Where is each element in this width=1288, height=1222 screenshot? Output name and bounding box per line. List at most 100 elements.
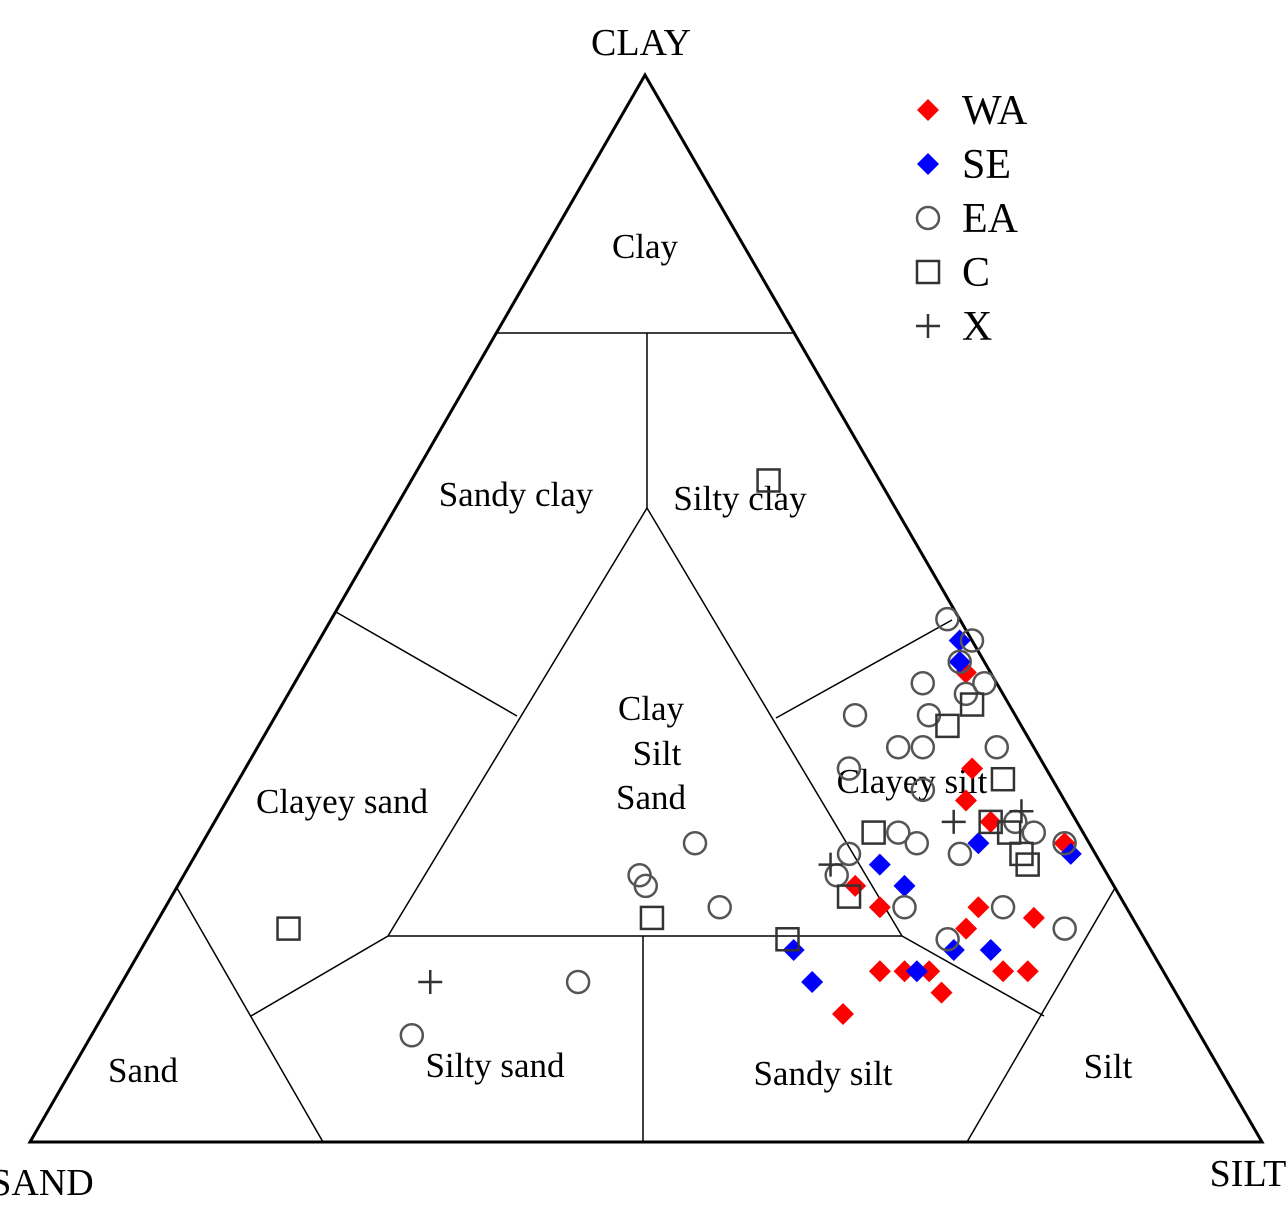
data-point-ea [910,670,936,696]
data-point-wa [893,960,916,983]
legend-label-ea: EA [962,196,1019,242]
data-points [276,468,1082,1048]
region-label-silty-sand: Silty sand [425,1046,565,1085]
data-point-c [756,468,781,493]
data-point-se [801,970,824,993]
data-point-wa [979,810,1002,833]
region-label-css-line1: Clay [618,689,685,728]
data-point-wa [832,1002,854,1025]
legend-marker-wa [917,99,939,121]
region-labels: Clay Sandy clay Silty clay Clayey sand C… [108,227,1133,1093]
data-point-ea [1021,820,1047,845]
legend-label-wa: WA [962,88,1028,134]
data-point-c [276,916,301,941]
legend: WA SE EA CX [915,88,1028,350]
legend-marker-x [916,314,940,338]
data-point-wa [967,896,990,919]
data-point-c [639,905,665,931]
data-point-se [942,938,965,961]
data-point-ea [842,702,868,728]
data-point-x [418,969,443,994]
data-point-wa [918,960,941,983]
data-point-se [948,650,971,673]
data-point-x [818,852,843,877]
data-point-wa [955,917,978,940]
chart-structure [27,71,1265,1144]
data-point-c [836,884,862,909]
sand-region-right-edge [176,887,324,1143]
data-point-ea [910,734,936,760]
data-point-c [1015,852,1040,877]
data-point-ea [990,895,1016,920]
data-point-c [990,766,1016,792]
data-point-c [959,692,985,717]
data-point-se [905,960,928,983]
data-point-se [979,938,1002,961]
data-point-ea [1052,830,1077,856]
legend-marker-c [915,259,941,285]
region-label-css-line2: Silt [633,734,682,773]
region-label-sandy-clay: Sandy clay [439,475,594,514]
data-point-ea [904,830,930,856]
data-point-ea [1052,916,1077,941]
data-point-ea [682,830,708,856]
data-point-se [967,832,990,855]
vertex-labels: CLAY SAND SILT [0,22,1286,1204]
data-point-se [1059,842,1082,865]
data-point-c [935,713,960,739]
region-label-silt: Silt [1084,1047,1133,1086]
data-point-c [861,820,886,845]
data-point-wa [955,789,977,812]
silt-region-left-edge [966,887,1116,1143]
data-point-ea [707,895,732,920]
region-label-css-line3: Sand [616,778,687,817]
data-point-se [948,629,971,652]
central-triangle-right [646,507,903,937]
data-point-wa [1016,960,1039,983]
data-point-c [775,927,800,952]
data-point-wa [868,896,891,919]
data-point-ea [824,863,849,888]
data-point-x [941,809,966,834]
data-point-x [1009,799,1034,824]
legend-marker-se [917,153,939,175]
vertex-label-clay: CLAY [591,22,691,64]
data-point-wa [992,960,1015,983]
region-label-clay: Clay [612,227,679,266]
region-label-silty-clay: Silty clay [673,479,807,518]
data-point-ea [910,777,936,803]
data-point-ea [836,756,862,781]
legend-label-x: X [962,304,992,350]
legend-marker-ea [915,205,941,231]
region-label-sand: Sand [108,1051,179,1090]
sandy-clay-clayey-sand-divider [335,611,518,717]
data-point-ea [565,969,591,995]
data-point-ea [885,734,911,760]
data-point-wa [1022,906,1045,929]
data-point-ea [935,606,960,632]
silty-clay-clayey-silt-divider [775,619,953,719]
data-point-c [996,820,1022,845]
data-point-ea [633,873,659,899]
triangle-outline [27,71,1265,1144]
region-label-clayey-sand: Clayey sand [256,782,429,821]
data-point-ea [947,841,973,867]
data-point-wa [868,960,891,983]
data-point-ea [984,734,1009,760]
data-point-ea [399,1023,425,1048]
data-point-ea [959,628,985,653]
vertex-label-silt: SILT [1210,1153,1287,1195]
data-point-se [868,853,891,876]
clayey-sand-silty-sand-divider [250,935,389,1017]
legend-label-c: C [962,250,990,296]
data-point-ea [836,841,862,867]
data-point-ea [892,895,917,920]
legend-label-se: SE [962,142,1011,188]
data-point-ea [935,927,960,952]
data-point-wa [930,981,953,1004]
data-point-se [893,874,916,897]
data-point-wa [961,757,984,780]
clayey-silt-sandy-silt-divider [901,935,1045,1017]
data-point-ea [972,670,997,696]
